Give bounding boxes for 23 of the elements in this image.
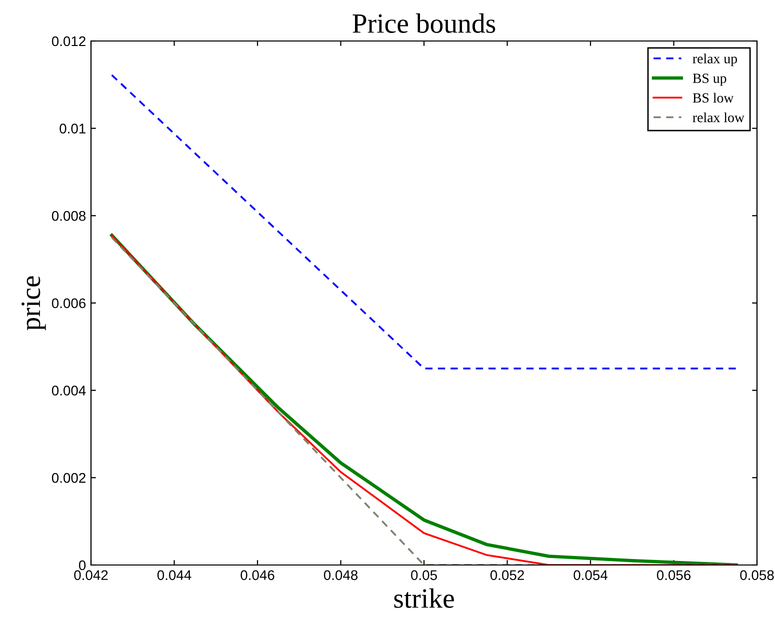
y-tick-label: 0.012 (52, 36, 86, 46)
x-tick-label: 0.044 (157, 570, 192, 580)
x-tick-label: 0.042 (74, 570, 108, 580)
x-tick-label: 0.046 (240, 570, 274, 580)
x-tick-label: 0.054 (574, 570, 608, 580)
legend-label: BS low (692, 92, 734, 103)
y-tick-label: 0.008 (52, 211, 86, 221)
y-tick-label: 0.004 (52, 386, 86, 396)
y-tick-label: 0.006 (52, 298, 86, 308)
x-tick-label: 0.052 (490, 570, 524, 580)
legend-label: BS up (692, 74, 726, 86)
y-tick-label: 0.002 (52, 473, 86, 483)
x-tick-label: 0.058 (740, 570, 774, 580)
legend-label: relax up (692, 54, 738, 66)
y-tick-label: 0 (78, 560, 86, 570)
y-tick-label: 0.01 (60, 124, 86, 134)
chart-title: Price bounds (352, 13, 496, 33)
x-tick-label: 0.056 (656, 570, 691, 580)
x-axis-title: strike (394, 588, 454, 608)
legend-label: relax low (692, 112, 744, 122)
y-axis-title: price (22, 276, 46, 330)
x-tick-label: 0.048 (324, 570, 358, 580)
x-tick-label: 0.05 (411, 570, 437, 580)
